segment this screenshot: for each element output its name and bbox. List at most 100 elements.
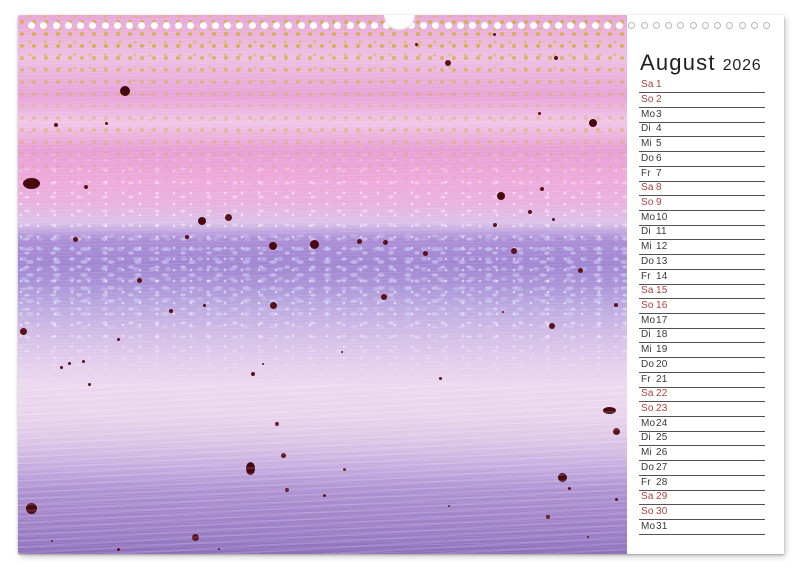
day-abbr: Fr <box>641 270 651 282</box>
paint-splatter <box>281 453 286 458</box>
paint-splatter <box>357 239 362 244</box>
binding-hole <box>260 21 268 29</box>
binding-hole <box>52 21 60 29</box>
month-name: August <box>640 50 716 75</box>
paint-splatter <box>137 278 142 283</box>
paint-splatter <box>68 362 71 365</box>
day-abbr: Mi <box>641 344 652 356</box>
day-row-22: Sa 22 <box>639 388 765 403</box>
day-row-20: Do 20 <box>639 358 765 373</box>
paint-splatter <box>54 123 58 127</box>
binding-hole <box>763 21 770 29</box>
artwork-painting <box>18 15 627 554</box>
day-row-23: So 23 <box>639 402 765 418</box>
day-row-26: Mi 26 <box>639 446 765 462</box>
paint-splatter <box>203 304 206 307</box>
day-number: 13 <box>656 255 668 267</box>
day-abbr: Mo <box>641 108 656 120</box>
paint-splatter <box>603 407 616 414</box>
day-number: 27 <box>656 461 668 473</box>
binding-hole <box>579 21 587 29</box>
day-row-19: Mi 19 <box>639 343 765 359</box>
binding-hole <box>407 21 415 29</box>
day-row-1: Sa 1 <box>639 79 765 94</box>
paint-splatter <box>546 515 550 519</box>
day-number: 9 <box>656 196 662 208</box>
binding-holes <box>18 15 784 47</box>
paint-splatter <box>343 468 346 471</box>
day-row-25: Di 25 <box>639 432 765 447</box>
month-title: August 2026 <box>640 52 762 74</box>
day-row-10: Mo 10 <box>639 211 765 226</box>
day-row-31: Mo 31 <box>639 520 765 535</box>
day-row-3: Mo 3 <box>639 108 765 123</box>
paint-splatter <box>439 377 442 380</box>
binding-hole <box>616 21 623 29</box>
binding-hole <box>371 21 378 29</box>
binding-hole <box>248 21 256 29</box>
paint-splatter <box>423 251 428 256</box>
day-number: 22 <box>656 388 668 400</box>
day-number: 30 <box>656 506 668 518</box>
day-number: 21 <box>656 373 668 385</box>
hanger-notch <box>384 15 415 30</box>
paint-splatter <box>269 242 277 250</box>
paint-splatter <box>415 43 418 46</box>
paint-splatter <box>448 505 450 507</box>
paint-splatter <box>120 86 130 96</box>
day-row-8: Sa 8 <box>639 182 765 197</box>
paint-splatter <box>549 323 555 329</box>
day-row-16: So 16 <box>639 299 765 314</box>
binding-hole <box>554 21 562 29</box>
paint-splatter <box>511 248 517 254</box>
paint-splatter <box>568 487 571 490</box>
paint-splatter <box>540 187 544 191</box>
binding-hole <box>89 21 97 29</box>
day-abbr: Fr <box>641 476 651 488</box>
paint-splatter <box>493 223 497 227</box>
day-abbr: So <box>641 403 654 415</box>
day-abbr: So <box>641 93 654 105</box>
paint-splatter <box>275 422 279 426</box>
binding-hole <box>358 21 366 29</box>
date-panel: August 2026 Sa 1 So 2 Mo 3 Di 4 Mi 5 Do 6 Fr 7 Sa 8 So 9 M… <box>627 15 784 554</box>
paint-splatter <box>84 185 88 189</box>
paint-splatter <box>82 360 85 363</box>
day-number: 31 <box>656 520 668 532</box>
binding-hole <box>77 21 84 29</box>
day-abbr: Mo <box>641 211 656 223</box>
day-abbr: Mo <box>641 417 656 429</box>
paint-splatter <box>589 119 597 127</box>
binding-hole <box>456 21 464 29</box>
day-abbr: Mo <box>641 520 656 532</box>
day-abbr: Do <box>641 152 655 164</box>
day-abbr: Fr <box>641 167 651 179</box>
paint-splatter <box>285 488 289 492</box>
day-row-12: Mi 12 <box>639 240 765 256</box>
day-abbr: Sa <box>641 491 654 503</box>
binding-hole <box>309 21 317 29</box>
day-number: 19 <box>656 344 668 356</box>
binding-hole <box>652 21 660 29</box>
binding-hole <box>640 21 648 29</box>
paint-splatter <box>310 240 319 249</box>
day-row-15: Sa 15 <box>639 285 765 300</box>
day-number: 24 <box>656 417 668 429</box>
paint-splatter <box>51 540 53 542</box>
paint-splatter <box>218 548 220 550</box>
paint-splatter <box>192 534 199 541</box>
paint-splatter <box>493 33 496 36</box>
day-number: 1 <box>656 79 662 91</box>
day-abbr: Di <box>641 432 651 444</box>
binding-hole <box>591 21 599 29</box>
binding-hole <box>187 21 195 29</box>
binding-hole <box>444 21 452 29</box>
white-speckle-texture <box>18 135 627 395</box>
binding-hole <box>175 21 182 29</box>
binding-hole <box>505 21 513 29</box>
paint-splatter <box>105 122 108 125</box>
binding-hole <box>126 21 133 29</box>
day-abbr: Do <box>641 255 655 267</box>
binding-hole <box>603 21 611 29</box>
day-number: 15 <box>656 285 668 297</box>
